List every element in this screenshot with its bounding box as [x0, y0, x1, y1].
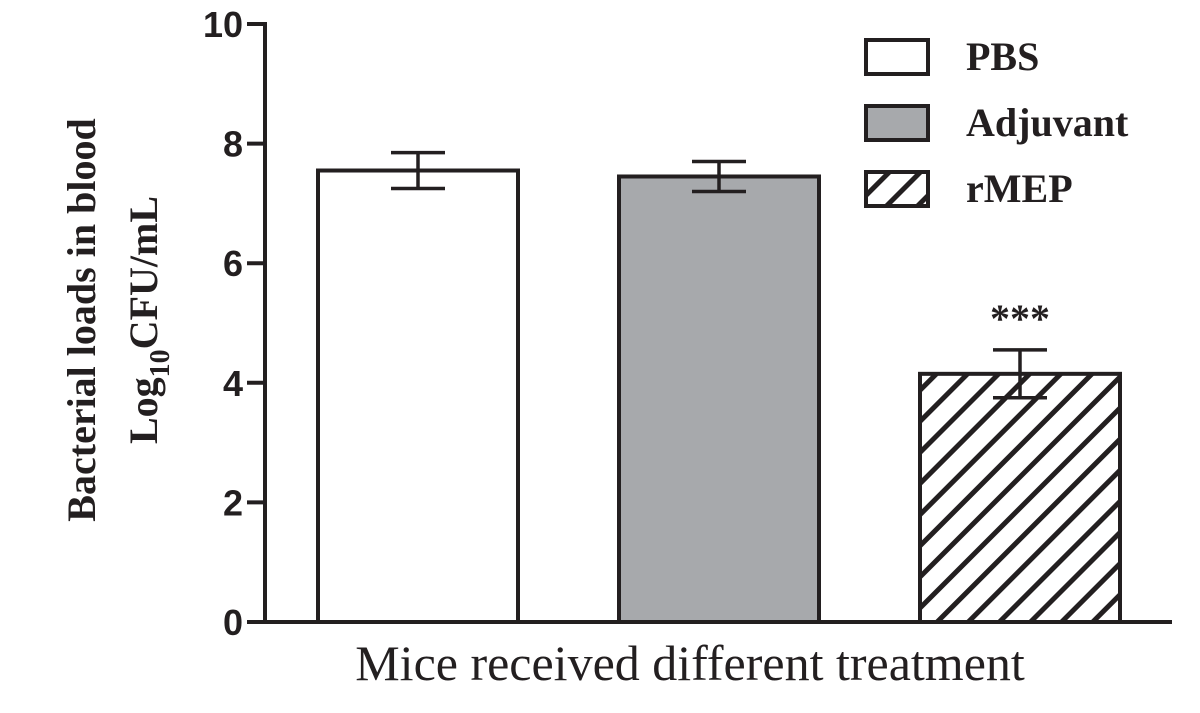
y-tick-label-2: 2	[223, 482, 243, 523]
legend: PBS Adjuvant rMEP	[864, 34, 1129, 211]
legend-label-rmep: rMEP	[966, 166, 1073, 211]
legend-swatch-adjuvant	[864, 104, 930, 142]
y-tick-label-4: 4	[223, 363, 243, 404]
y-axis-label-subscript: 10	[145, 349, 176, 377]
bar-adjuvant	[617, 174, 821, 625]
error-bars	[391, 150, 1047, 400]
bar-rmep	[918, 371, 1122, 624]
y-tick-label-0: 0	[223, 602, 243, 643]
y-axis-label-unit: CFU/mL	[121, 196, 166, 349]
y-axis-label-line2: Log10CFU/mL	[121, 196, 176, 444]
y-tick-label-10: 10	[203, 4, 243, 45]
legend-label-pbs: PBS	[966, 34, 1039, 79]
legend-label-adjuvant: Adjuvant	[966, 100, 1129, 145]
annotations: ***	[990, 296, 1050, 341]
y-axis-ticks: 0 2 4 6 8 10	[203, 4, 265, 643]
bar-pbs	[316, 168, 520, 624]
y-axis-label-log: Log	[121, 377, 166, 444]
bars	[316, 168, 1122, 625]
y-axis-label-line1: Bacterial loads in blood	[59, 118, 104, 521]
y-tick-label-6: 6	[223, 243, 243, 284]
legend-swatch-rmep	[864, 170, 930, 208]
y-axis-label: Bacterial loads in blood Log10CFU/mL	[59, 118, 176, 521]
legend-swatch-pbs	[864, 38, 930, 76]
significance-rmep: ***	[990, 296, 1050, 341]
y-tick-label-8: 8	[223, 124, 243, 165]
x-axis-label: Mice received different treatment	[355, 635, 1025, 691]
